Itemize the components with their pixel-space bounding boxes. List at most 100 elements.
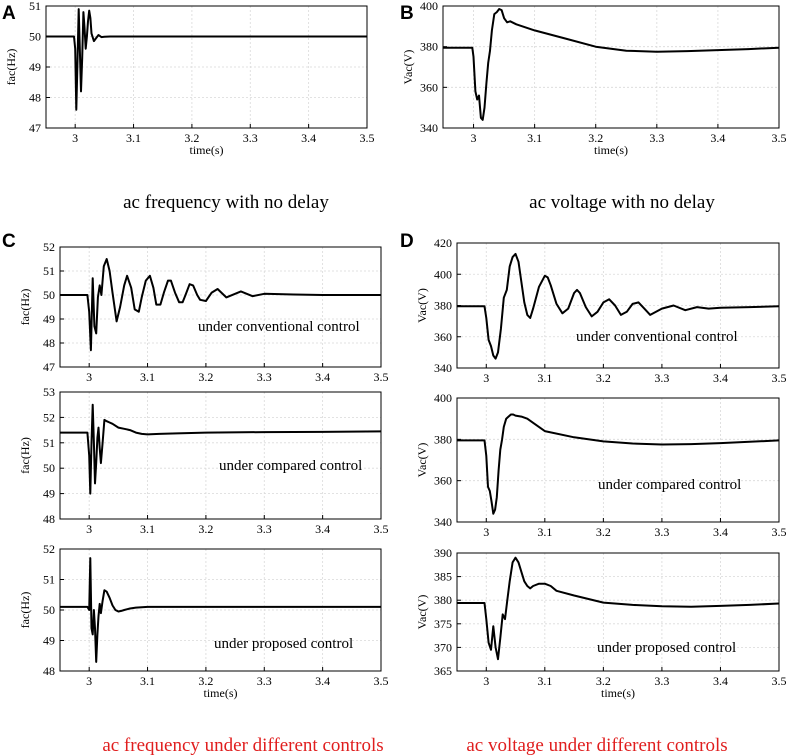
y-tick-label: 49 — [43, 312, 55, 326]
y-tick-label: 47 — [43, 360, 55, 374]
chart-annotation: under proposed control — [597, 640, 736, 656]
y-tick-label: 365 — [434, 664, 452, 678]
panel-letter-d: D — [400, 231, 414, 252]
y-tick-label: 52 — [43, 542, 55, 556]
x-tick-label: 3.2 — [198, 370, 213, 384]
x-tick-label: 3.3 — [654, 371, 669, 385]
chart-b1: 3 3.1 3.2 3.3 3.4 3.5 340 360 380 400 time(s) Vac(V… — [400, 0, 787, 157]
x-axis-label: time(s) — [190, 143, 224, 157]
y-tick-label: 48 — [29, 91, 41, 105]
y-tick-label: 380 — [420, 40, 438, 54]
y-tick-label: 51 — [29, 0, 41, 13]
x-axis-label: time(s) — [204, 686, 238, 700]
y-tick-label: 400 — [434, 391, 452, 405]
y-tick-label: 52 — [43, 240, 55, 254]
caption-c: ac frequency under different controls — [102, 735, 383, 756]
x-tick-label: 3 — [483, 371, 489, 385]
plot-frame — [59, 246, 382, 368]
x-tick-label: 3.4 — [713, 674, 728, 688]
x-tick-label: 3.5 — [772, 371, 787, 385]
y-tick-label: 52 — [43, 410, 55, 424]
chart-d1: 3 3.1 3.2 3.3 3.4 3.5 340 360 380 400 420 Vac(V) Dun… — [400, 231, 787, 385]
x-tick-label: 3.1 — [527, 131, 542, 145]
series-line-vac — [457, 413, 780, 515]
y-tick-label: 48 — [43, 664, 55, 678]
series-line-fac — [60, 258, 381, 352]
chart-annotation: under proposed control — [214, 636, 353, 652]
x-tick-label: 3 — [86, 370, 92, 384]
x-tick-label: 3.2 — [198, 522, 213, 536]
y-axis-label: Vac(V) — [415, 443, 429, 478]
y-tick-label: 50 — [43, 288, 55, 302]
x-axis-label: time(s) — [601, 686, 635, 700]
x-tick-label: 3.3 — [649, 131, 664, 145]
chart-annotation: under compared control — [219, 458, 362, 474]
x-tick-label: 3.5 — [772, 525, 787, 539]
chart-c3: 3 3.1 3.2 3.3 3.4 3.5 48 49 50 51 52 time(s) fac(Hz)… — [18, 542, 389, 700]
series-line-fac — [46, 8, 367, 111]
y-tick-label: 380 — [434, 593, 452, 607]
x-tick-label: 3.5 — [772, 131, 787, 145]
chart-d2: 3 3.1 3.2 3.3 3.4 3.5 340 360 380 400 Vac(V) under … — [415, 391, 787, 539]
y-tick-label: 51 — [43, 573, 55, 587]
x-tick-label: 3.5 — [374, 674, 389, 688]
y-tick-label: 49 — [29, 60, 41, 74]
chart-c2: 3 3.1 3.2 3.3 3.4 3.5 48 49 50 51 52 53 fac(Hz) under… — [18, 385, 389, 536]
series-line-fac — [60, 557, 381, 663]
x-tick-label: 3.5 — [374, 522, 389, 536]
x-tick-label: 3.3 — [257, 674, 272, 688]
y-tick-label: 390 — [434, 546, 452, 560]
plot-frame — [456, 397, 780, 523]
panel-letter-a: A — [2, 3, 16, 24]
y-tick-label: 360 — [420, 80, 438, 94]
plot-frame — [59, 391, 382, 520]
x-tick-label: 3.4 — [315, 522, 330, 536]
x-tick-label: 3.5 — [374, 370, 389, 384]
y-tick-label: 340 — [420, 121, 438, 135]
x-tick-label: 3 — [471, 131, 477, 145]
x-tick-label: 3.4 — [713, 525, 728, 539]
y-axis-label: Vac(V) — [401, 50, 415, 85]
caption-a: ac frequency with no delay — [123, 192, 329, 213]
x-tick-label: 3.5 — [360, 131, 375, 145]
x-tick-label: 3 — [86, 522, 92, 536]
series-line-vac — [443, 8, 780, 121]
x-tick-label: 3.3 — [257, 522, 272, 536]
y-tick-label: 48 — [43, 512, 55, 526]
y-tick-label: 400 — [434, 267, 452, 281]
x-tick-label: 3.4 — [301, 131, 316, 145]
panel-letter-b: B — [400, 3, 414, 24]
panel-letter-c: C — [2, 231, 16, 252]
y-axis-label: Vac(V) — [415, 595, 429, 630]
x-tick-label: 3.2 — [198, 674, 213, 688]
x-tick-label: 3.1 — [140, 370, 155, 384]
y-axis-label: fac(Hz) — [18, 289, 32, 326]
x-tick-label: 3 — [86, 674, 92, 688]
plot-frame — [456, 552, 780, 672]
x-tick-label: 3.1 — [537, 371, 552, 385]
y-tick-label: 400 — [420, 0, 438, 13]
x-tick-label: 3.2 — [588, 131, 603, 145]
x-tick-label: 3.2 — [184, 131, 199, 145]
y-tick-label: 380 — [434, 432, 452, 446]
series-line-vac — [457, 252, 780, 360]
x-tick-label: 3.4 — [713, 371, 728, 385]
series-line-vac — [457, 556, 780, 661]
y-tick-label: 375 — [434, 617, 452, 631]
y-tick-label: 51 — [43, 264, 55, 278]
x-tick-label: 3.1 — [537, 674, 552, 688]
x-tick-label: 3.3 — [243, 131, 258, 145]
x-tick-label: 3.3 — [257, 370, 272, 384]
y-tick-label: 370 — [434, 640, 452, 654]
x-tick-label: 3.3 — [654, 674, 669, 688]
series-line-fac — [60, 403, 382, 495]
x-tick-label: 3 — [72, 131, 78, 145]
x-tick-label: 3.1 — [126, 131, 141, 145]
y-axis-label: fac(Hz) — [18, 592, 32, 629]
charts-layer: 3 3.1 3.2 3.3 3.4 3.5 47 48 49 50 51 time(s) fac(Hz)… — [2, 0, 787, 700]
y-tick-label: 50 — [43, 461, 55, 475]
y-tick-label: 420 — [434, 236, 452, 250]
x-tick-label: 3.4 — [315, 674, 330, 688]
x-tick-label: 3.2 — [596, 525, 611, 539]
